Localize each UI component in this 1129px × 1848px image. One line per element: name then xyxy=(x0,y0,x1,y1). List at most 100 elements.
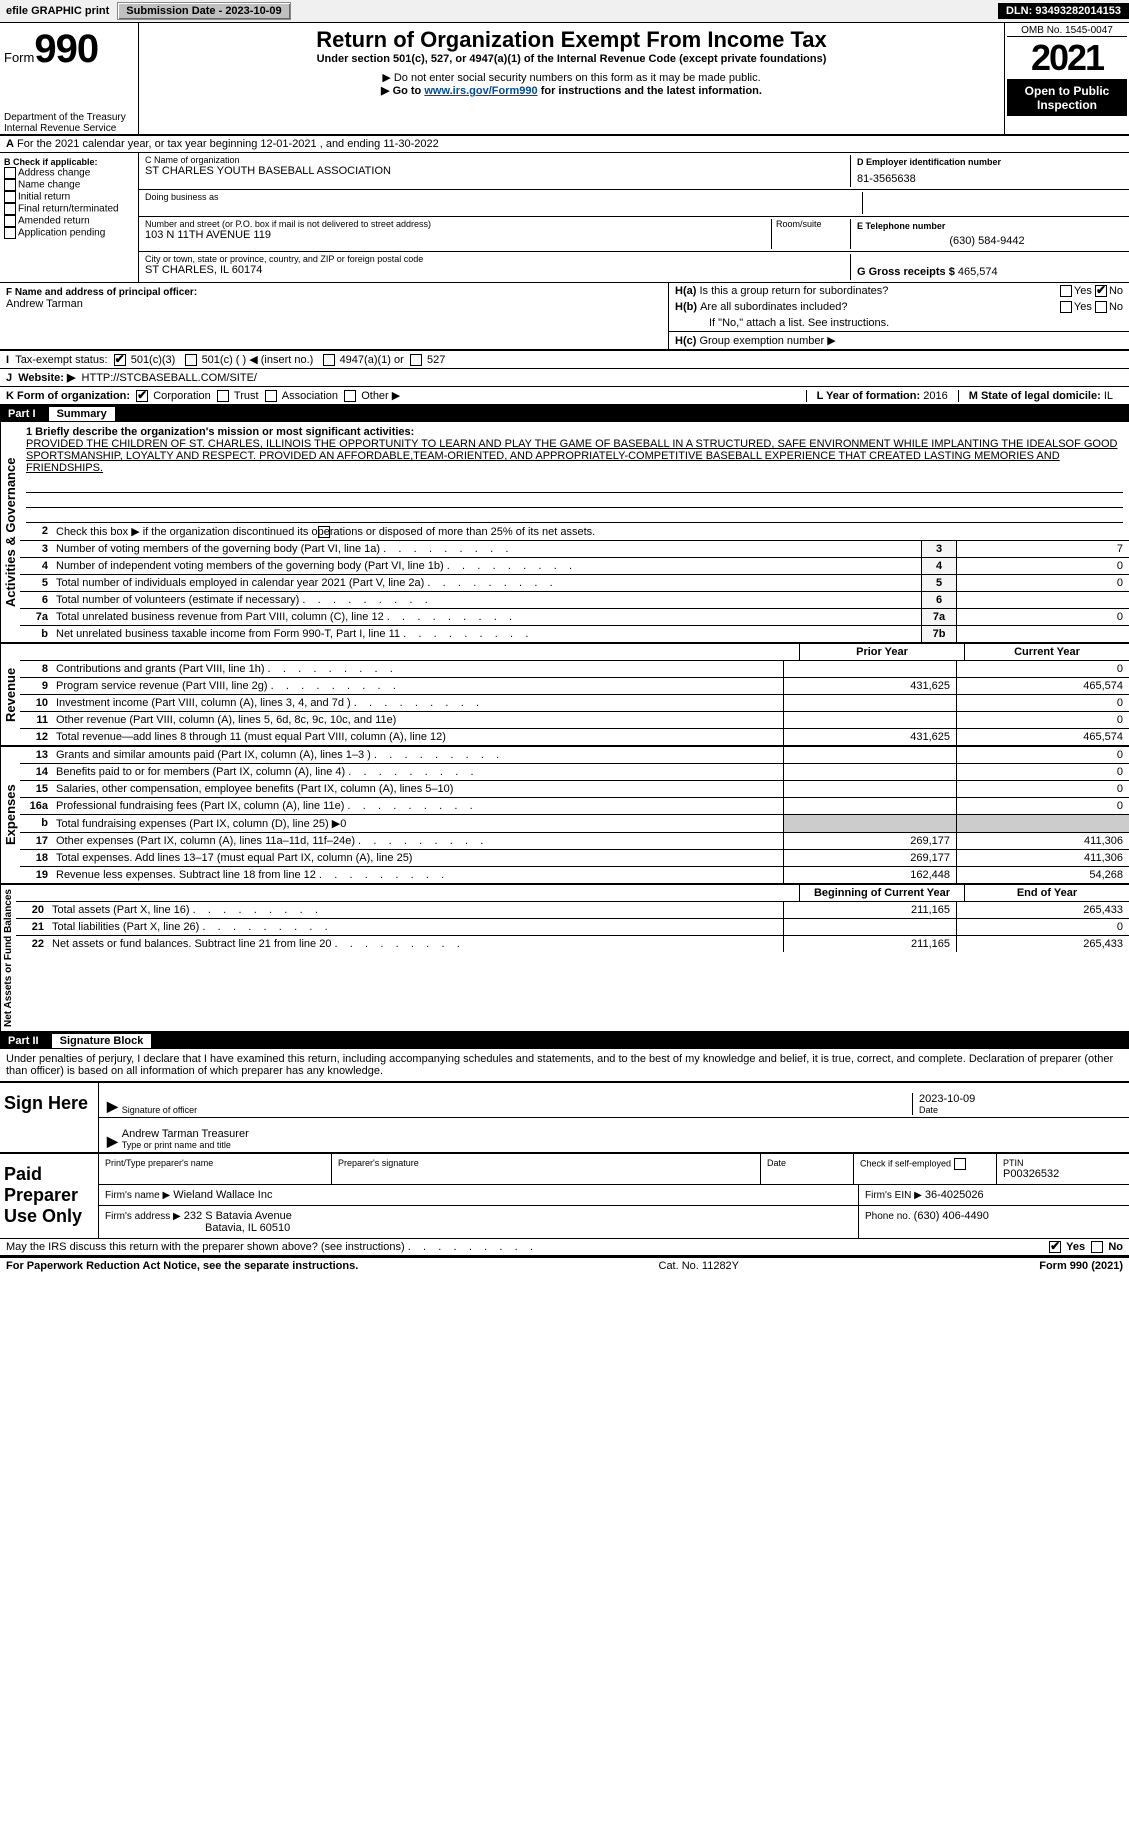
irs-link[interactable]: www.irs.gov/Form990 xyxy=(424,85,537,97)
part2-header: Part II Signature Block xyxy=(0,1033,1129,1049)
col-beginning: Beginning of Current Year xyxy=(799,885,964,901)
checkbox-4947[interactable] xyxy=(323,354,335,366)
d-label: D Employer identification number xyxy=(857,157,1117,167)
g-label: G Gross receipts $ xyxy=(857,266,955,278)
gross-receipts: 465,574 xyxy=(958,266,998,278)
officer-name: Andrew Tarman xyxy=(6,298,662,310)
form-subtitle: Under section 501(c), 527, or 4947(a)(1)… xyxy=(143,53,1000,65)
sidebar-net-assets: Net Assets or Fund Balances xyxy=(0,885,16,1031)
val-l5: 0 xyxy=(956,575,1129,591)
e-label: E Telephone number xyxy=(857,221,1117,231)
checkbox-amended[interactable] xyxy=(4,215,16,227)
org-name: ST CHARLES YOUTH BASEBALL ASSOCIATION xyxy=(145,165,850,177)
submission-date-button[interactable]: Submission Date - 2023-10-09 xyxy=(117,2,290,20)
goto-note: ▶ Go to www.irs.gov/Form990 for instruct… xyxy=(143,84,1000,97)
col-end: End of Year xyxy=(964,885,1129,901)
part1-header: Part I Summary xyxy=(0,406,1129,422)
dln-label: DLN: 93493282014153 xyxy=(998,3,1129,19)
year-formation: 2016 xyxy=(923,390,947,402)
tax-year: 2021 xyxy=(1007,36,1127,80)
val-l6 xyxy=(956,592,1129,608)
dba-label: Doing business as xyxy=(145,192,862,202)
summary-expenses: Expenses 13Grants and similar amounts pa… xyxy=(0,747,1129,885)
website-value: HTTP://STCBASEBALL.COM/SITE/ xyxy=(82,372,257,384)
officer-name-title: Andrew Tarman Treasurer xyxy=(122,1128,1125,1140)
col-prior-year: Prior Year xyxy=(799,644,964,660)
checkbox-527[interactable] xyxy=(410,354,422,366)
checkbox-name-change[interactable] xyxy=(4,179,16,191)
row-i-tax-exempt: I Tax-exempt status: 501(c)(3) 501(c) ( … xyxy=(0,350,1129,369)
sidebar-revenue: Revenue xyxy=(0,644,20,745)
phone-value: (630) 584-9442 xyxy=(857,231,1117,247)
sign-here-block: Sign Here ▶ Signature of officer 2023-10… xyxy=(0,1082,1129,1152)
row-j-website: J Website: ▶ HTTP://STCBASEBALL.COM/SITE… xyxy=(0,369,1129,387)
firm-addr1: 232 S Batavia Avenue xyxy=(184,1210,292,1222)
state-domicile: IL xyxy=(1104,390,1113,402)
discuss-row: May the IRS discuss this return with the… xyxy=(0,1239,1129,1256)
street-value: 103 N 11TH AVENUE 119 xyxy=(145,229,771,241)
checkbox-application-pending[interactable] xyxy=(4,227,16,239)
checkbox-ha-no[interactable] xyxy=(1095,285,1107,297)
checkbox-final-return[interactable] xyxy=(4,203,16,215)
sig-date: 2023-10-09 xyxy=(919,1093,1119,1105)
checkbox-hb-yes[interactable] xyxy=(1060,301,1072,313)
penalties-text: Under penalties of perjury, I declare th… xyxy=(0,1049,1129,1082)
sidebar-governance: Activities & Governance xyxy=(0,422,20,642)
firm-ein: 36-4025026 xyxy=(925,1189,984,1201)
arrow-icon: ▶ xyxy=(103,1133,122,1150)
footer-right: Form 990 (2021) xyxy=(1039,1260,1123,1272)
sign-here-label: Sign Here xyxy=(0,1083,99,1152)
form-header: Form990 Department of the Treasury Inter… xyxy=(0,23,1129,136)
firm-phone: (630) 406-4490 xyxy=(914,1210,989,1222)
firm-addr2: Batavia, IL 60510 xyxy=(105,1222,290,1234)
row-klm: K Form of organization: Corporation Trus… xyxy=(0,387,1129,406)
open-public-badge: Open to Public Inspection xyxy=(1007,80,1127,116)
val-l3: 7 xyxy=(956,541,1129,557)
checkbox-trust[interactable] xyxy=(217,390,229,402)
firm-name: Wieland Wallace Inc xyxy=(173,1189,272,1201)
checkbox-discuss-yes[interactable] xyxy=(1049,1241,1061,1253)
footer-left: For Paperwork Reduction Act Notice, see … xyxy=(6,1260,358,1272)
efile-label: efile GRAPHIC print xyxy=(0,3,115,19)
city-value: ST CHARLES, IL 60174 xyxy=(145,264,850,276)
paid-preparer-block: Paid Preparer Use Only Print/Type prepar… xyxy=(0,1152,1129,1239)
checkbox-hb-no[interactable] xyxy=(1095,301,1107,313)
checkbox-discuss-no[interactable] xyxy=(1091,1241,1103,1253)
omb-number: OMB No. 1545-0047 xyxy=(1007,25,1127,36)
paid-preparer-label: Paid Preparer Use Only xyxy=(0,1154,99,1238)
irs-label: Internal Revenue Service xyxy=(4,123,134,134)
mission-label: 1 Briefly describe the organization's mi… xyxy=(26,426,1123,438)
checkbox-self-employed[interactable] xyxy=(954,1158,966,1170)
row-a-tax-year: A For the 2021 calendar year, or tax yea… xyxy=(0,136,1129,153)
efile-topbar: efile GRAPHIC print Submission Date - 20… xyxy=(0,0,1129,23)
checkbox-501c[interactable] xyxy=(185,354,197,366)
checkbox-initial-return[interactable] xyxy=(4,191,16,203)
sidebar-expenses: Expenses xyxy=(0,747,20,883)
ptin-value: P00326532 xyxy=(1003,1168,1123,1180)
checkbox-address-change[interactable] xyxy=(4,167,16,179)
val-l7a: 0 xyxy=(956,609,1129,625)
form-number: 990 xyxy=(34,27,98,71)
checkbox-ha-yes[interactable] xyxy=(1060,285,1072,297)
arrow-icon: ▶ xyxy=(103,1098,122,1115)
checkbox-other[interactable] xyxy=(344,390,356,402)
summary-revenue: Revenue Prior Year Current Year 8Contrib… xyxy=(0,644,1129,747)
ssn-note: ▶ Do not enter social security numbers o… xyxy=(143,71,1000,84)
mission-text: PROVIDED THE CHILDREN OF ST. CHARLES, IL… xyxy=(26,438,1123,474)
checkbox-501c3[interactable] xyxy=(114,354,126,366)
dept-treasury: Department of the Treasury xyxy=(4,112,134,123)
c-label: C Name of organization xyxy=(145,155,850,165)
form-word: Form xyxy=(4,50,34,65)
col-current-year: Current Year xyxy=(964,644,1129,660)
footer-mid: Cat. No. 11282Y xyxy=(659,1260,740,1272)
checkbox-assoc[interactable] xyxy=(265,390,277,402)
form-title: Return of Organization Exempt From Incom… xyxy=(143,27,1000,53)
ein-value: 81-3565638 xyxy=(857,167,1117,185)
checkbox-corp[interactable] xyxy=(136,390,148,402)
section-b-through-g: B Check if applicable: Address change Na… xyxy=(0,153,1129,283)
form-footer: For Paperwork Reduction Act Notice, see … xyxy=(0,1256,1129,1274)
checkbox-line2[interactable] xyxy=(318,526,330,538)
f-label: F Name and address of principal officer: xyxy=(6,287,662,298)
summary-governance: Activities & Governance 1 Briefly descri… xyxy=(0,422,1129,644)
summary-net-assets: Net Assets or Fund Balances Beginning of… xyxy=(0,885,1129,1033)
